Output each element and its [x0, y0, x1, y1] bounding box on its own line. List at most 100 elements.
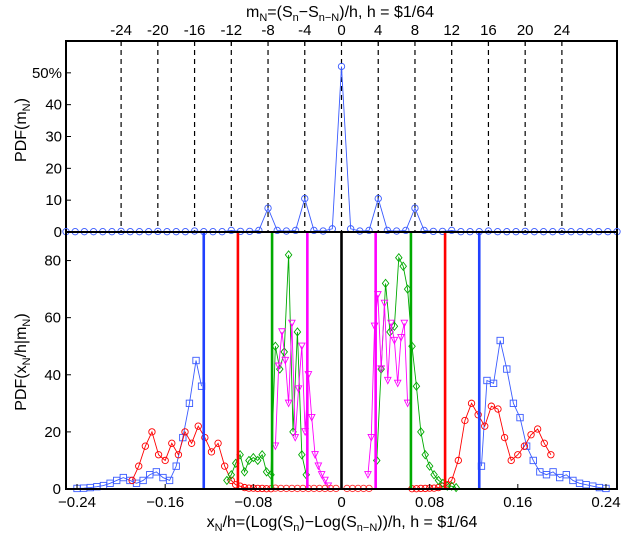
bottom-series-line — [481, 340, 607, 489]
data-point-diamond — [262, 467, 271, 477]
data-point-circle — [161, 456, 169, 465]
data-point-circle — [291, 226, 300, 235]
data-point-diamond — [421, 450, 430, 460]
top-x-tick-label: -4 — [298, 22, 311, 39]
data-point-diamond — [430, 470, 438, 480]
data-point-circle — [420, 226, 428, 235]
data-point-diamond — [412, 381, 421, 391]
data-point-square — [139, 476, 147, 485]
data-point-diamond — [399, 261, 407, 271]
data-point-diamond — [249, 452, 258, 463]
data-point-triangle — [307, 413, 316, 422]
data-point-triangle — [274, 362, 283, 371]
data-point-circle — [411, 204, 419, 212]
data-point-square — [516, 413, 524, 422]
data-point-circle — [181, 428, 189, 436]
data-point-diamond — [253, 455, 262, 466]
data-point-diamond — [298, 450, 306, 460]
data-point-square — [172, 462, 180, 470]
data-point-square — [489, 379, 498, 387]
data-point-triangle — [314, 462, 323, 471]
bottom-series-line — [274, 323, 329, 487]
data-point-triangle — [383, 376, 392, 385]
bottom-y-tick-label: 60 — [44, 310, 61, 327]
data-point-triangle — [281, 356, 290, 365]
top-x-tick-label: 20 — [517, 22, 534, 39]
data-point-square — [529, 456, 537, 465]
data-point-triangle — [271, 442, 280, 451]
top-x-tick-label: 8 — [411, 22, 419, 39]
data-point-circle — [402, 226, 410, 235]
data-point-circle — [273, 226, 281, 235]
bottom-x-tick-label: −0.08 — [234, 494, 272, 511]
data-point-circle — [310, 226, 318, 235]
data-point-diamond — [417, 427, 425, 437]
bottom-series-line — [376, 256, 457, 489]
data-point-circle — [500, 433, 509, 442]
top-y-tick-label: 20 — [45, 160, 62, 177]
data-point-diamond — [280, 347, 288, 357]
data-point-circle — [221, 462, 229, 470]
data-point-diamond — [223, 475, 231, 486]
top-x-tick-label: 0 — [337, 22, 345, 39]
data-point-diamond — [447, 481, 456, 491]
top-y-tick-label: 10 — [45, 192, 62, 209]
data-point-diamond — [425, 461, 434, 471]
bottom-x-tick-label: −0.16 — [146, 494, 184, 511]
data-point-diamond — [434, 475, 443, 486]
data-point-circle — [514, 451, 522, 459]
data-point-circle — [174, 451, 183, 459]
top-x-tick-label: -24 — [110, 22, 132, 39]
data-point-triangle — [397, 334, 405, 342]
top-x-tick-label: -20 — [147, 22, 169, 39]
data-point-triangle — [387, 319, 396, 328]
data-point-square — [165, 476, 174, 485]
bottom-x-tick-label: 0.08 — [415, 494, 444, 511]
data-point-circle — [141, 442, 149, 450]
bottom-x-tick-label: 0.24 — [591, 494, 620, 511]
data-point-circle — [194, 422, 202, 430]
data-point-square — [509, 399, 518, 407]
data-point-circle — [227, 476, 235, 485]
data-point-circle — [494, 405, 502, 413]
bottom-panel-ylabel: PDF(xN/h|mN) — [13, 313, 33, 410]
data-point-circle — [128, 476, 136, 485]
data-point-square — [152, 468, 161, 476]
data-point-circle — [481, 422, 489, 430]
data-point-circle — [374, 194, 382, 203]
top-x-tick-label: 12 — [443, 22, 460, 39]
data-point-square — [503, 365, 511, 373]
data-point-circle — [547, 451, 555, 459]
bottom-x-tick-label: 0.16 — [503, 494, 532, 511]
data-point-triangle — [393, 379, 402, 388]
data-point-triangle — [317, 471, 326, 479]
data-point-circle — [240, 483, 249, 492]
bottom-panel-xlabel: xN/h=(Log(Sn)−Log(Sn−N))/h, h = $1/64 — [207, 514, 478, 534]
data-point-triangle — [364, 471, 372, 479]
top-x-tick-label: 4 — [374, 22, 382, 39]
top-y-tick-label: 30 — [45, 129, 62, 146]
data-point-diamond — [284, 250, 293, 260]
data-point-circle — [520, 442, 529, 450]
bottom-y-tick-label: 0 — [53, 481, 61, 498]
data-point-circle — [207, 448, 216, 456]
data-point-circle — [487, 402, 496, 410]
data-point-circle — [507, 456, 515, 465]
data-point-circle — [148, 428, 156, 436]
bottom-panel-plot-area: −0.24 −0.16 −0.08 0 0.08 0.16 0.24 0 20 40 60 80 — [44, 231, 621, 511]
data-point-circle — [154, 451, 163, 459]
data-point-circle — [540, 439, 548, 447]
data-point-triangle — [390, 336, 399, 345]
data-point-circle — [448, 476, 456, 485]
top-panel-title: mN=(Sn−Sn−N)/h, h = $1/64 — [246, 4, 434, 24]
data-point-triangle — [367, 433, 376, 442]
data-point-square — [549, 468, 557, 476]
data-point-circle — [168, 439, 176, 447]
top-y-tick-label: 50% — [32, 65, 62, 82]
data-point-triangle — [311, 451, 319, 459]
data-point-triangle — [297, 342, 306, 351]
data-point-circle — [135, 462, 143, 470]
bottom-y-tick-label: 80 — [44, 253, 61, 270]
data-point-diamond — [293, 327, 302, 337]
data-point-circle — [301, 194, 309, 203]
